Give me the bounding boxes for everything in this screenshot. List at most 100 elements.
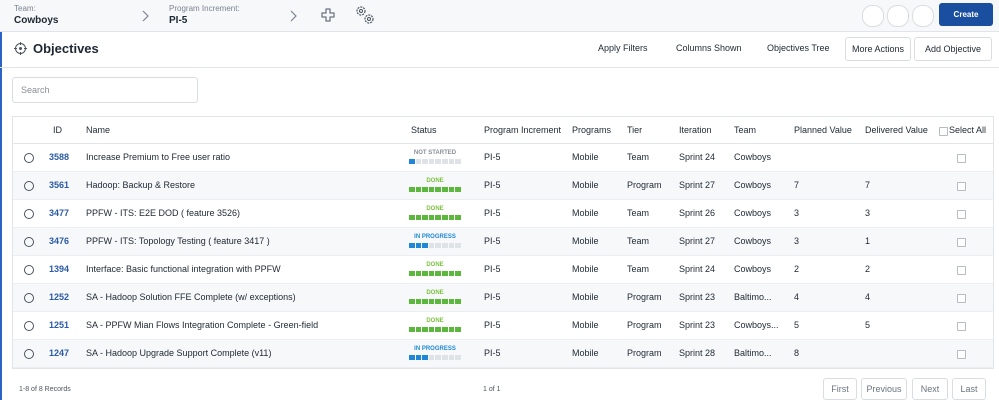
- label: Columns Shown: [676, 43, 742, 53]
- clipboard-icon[interactable]: [862, 5, 884, 27]
- cell-delivered: 1: [865, 236, 871, 246]
- objective-id[interactable]: 1252: [49, 292, 70, 302]
- objective-id[interactable]: 3561: [49, 180, 70, 190]
- column-header: Programs: [572, 125, 612, 135]
- pager-button[interactable]: Last: [952, 378, 986, 400]
- column-header: Select All: [949, 125, 987, 135]
- objective-id[interactable]: 3588: [49, 152, 70, 162]
- cell-team: Baltimo...: [734, 292, 772, 302]
- team-selector[interactable]: Cowboys: [14, 15, 59, 26]
- apply-filters[interactable]: Apply Filters: [598, 43, 648, 53]
- status-label: DONE: [426, 318, 444, 324]
- search-icon[interactable]: [912, 5, 934, 27]
- cell-iteration: Sprint 23: [679, 292, 716, 302]
- cell-pi: PI-5: [484, 236, 501, 246]
- cell-name[interactable]: Interface: Basic functional integration …: [86, 264, 281, 274]
- bell-icon[interactable]: [887, 5, 909, 27]
- add-icon[interactable]: [321, 8, 335, 22]
- cell-name[interactable]: PPFW - ITS: E2E DOD ( feature 3526): [86, 208, 241, 218]
- status-segment-filled: [448, 271, 455, 276]
- pager-button[interactable]: Next: [912, 378, 948, 400]
- search-placeholder: Search: [21, 85, 50, 95]
- cell-planned: 2: [794, 264, 800, 274]
- status-segment-filled: [442, 327, 448, 332]
- pager-button[interactable]: Previous: [861, 378, 907, 400]
- page-count: 1 of 1: [483, 386, 501, 393]
- objective-id[interactable]: 1251: [49, 320, 70, 330]
- chevron: [290, 10, 297, 22]
- settings-icon[interactable]: [354, 4, 376, 26]
- add-objective[interactable]: Add Objective: [914, 37, 992, 61]
- objective-id[interactable]: 3477: [49, 208, 70, 218]
- cell-delivered: 4: [865, 292, 871, 302]
- cell-programs: Mobile: [572, 236, 599, 246]
- status-segment: [435, 243, 441, 248]
- status-segment-filled: [442, 215, 448, 220]
- status-segment: [422, 159, 428, 164]
- status-segment-filled: [455, 187, 461, 192]
- label: Add Objective: [924, 44, 982, 54]
- row[interactable]: [13, 144, 993, 172]
- status-segment-filled: [409, 159, 415, 164]
- cell-tier: Team: [627, 236, 650, 246]
- status-label: DONE: [426, 262, 444, 268]
- cell-programs: Mobile: [572, 348, 599, 358]
- objectives-tree[interactable]: Objectives Tree: [767, 43, 830, 53]
- status-segment-filled: [409, 215, 415, 220]
- cell-name[interactable]: SA - Hadoop Solution FFE Complete (w/ ex…: [86, 292, 296, 302]
- row[interactable]: [13, 228, 993, 256]
- top-bar: Team: Cowboys Program Increment: PI-5 Cr…: [0, 0, 999, 32]
- cell-name[interactable]: Hadoop: Backup & Restore: [86, 180, 196, 190]
- column-header: Name: [86, 125, 111, 135]
- row[interactable]: [13, 312, 993, 340]
- create-button[interactable]: Create: [939, 3, 993, 26]
- objective-id[interactable]: 3476: [49, 236, 70, 246]
- columns-shown[interactable]: Columns Shown: [676, 43, 742, 53]
- select-all-checkbox[interactable]: [939, 127, 948, 136]
- row[interactable]: [13, 256, 993, 284]
- status-segment: [442, 159, 448, 164]
- more-actions[interactable]: More Actions: [845, 37, 911, 61]
- cell-pi: PI-5: [484, 348, 501, 358]
- status-segment: [428, 355, 435, 360]
- status-label: DONE: [426, 178, 444, 184]
- status-segment-filled: [428, 271, 435, 276]
- pager-button[interactable]: First: [823, 378, 857, 400]
- row-checkbox[interactable]: [957, 350, 966, 359]
- cell-name[interactable]: SA - PPFW Mian Flows Integration Complet…: [86, 320, 319, 330]
- label: Apply Filters: [598, 43, 648, 53]
- status-segment-filled: [455, 271, 461, 276]
- status-segment-filled: [409, 327, 415, 332]
- status-segment: [455, 355, 461, 360]
- pi-selector[interactable]: PI-5: [169, 15, 188, 26]
- row-checkbox[interactable]: [957, 154, 966, 163]
- status-segment-filled: [428, 299, 435, 304]
- cell-tier: Team: [627, 152, 650, 162]
- column-header: Team: [734, 125, 757, 135]
- status-segment-filled: [422, 243, 428, 248]
- create-label: Create: [953, 10, 979, 19]
- objective-id[interactable]: 1247: [49, 348, 70, 358]
- column-header: Tier: [627, 125, 643, 135]
- row-checkbox[interactable]: [957, 238, 966, 247]
- cell-tier: Team: [627, 208, 650, 218]
- row-checkbox[interactable]: [957, 210, 966, 219]
- row-checkbox[interactable]: [957, 266, 966, 275]
- cell-name[interactable]: Increase Premium to Free user ratio: [86, 152, 231, 162]
- row[interactable]: [13, 340, 993, 368]
- row-checkbox[interactable]: [957, 322, 966, 331]
- cell-team: Cowboys: [734, 180, 772, 190]
- cell-name[interactable]: PPFW - ITS: Topology Testing ( feature 3…: [86, 236, 270, 246]
- row-checkbox[interactable]: [957, 294, 966, 303]
- row-checkbox[interactable]: [957, 182, 966, 191]
- row-icon: [24, 349, 34, 359]
- cell-name[interactable]: SA - Hadoop Upgrade Support Complete (v1…: [86, 348, 272, 358]
- row[interactable]: [13, 172, 993, 200]
- row[interactable]: [13, 200, 993, 228]
- row[interactable]: [13, 284, 993, 312]
- search-box[interactable]: Search: [12, 77, 198, 103]
- row-icon: [24, 209, 34, 219]
- status-segment-filled: [435, 299, 441, 304]
- status-segment-filled: [415, 215, 422, 220]
- objective-id[interactable]: 1394: [49, 264, 70, 274]
